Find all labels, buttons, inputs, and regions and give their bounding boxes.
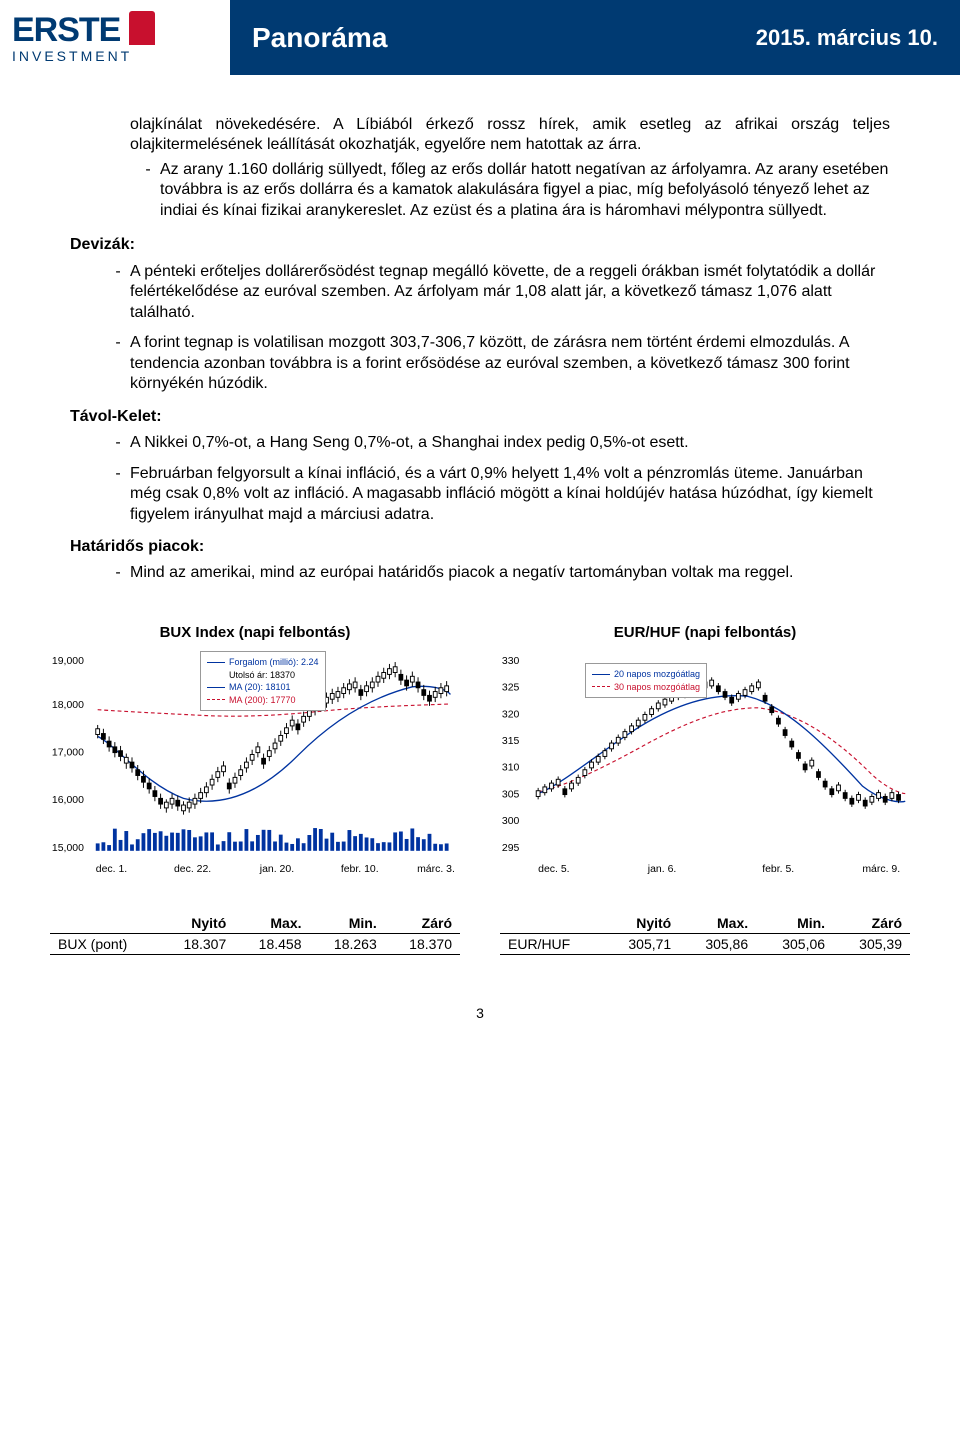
svg-text:15,000: 15,000 — [52, 843, 84, 854]
bullet-dash: - — [100, 563, 130, 583]
chart-left: BUX Index (napi felbontás) 19,000 18,000… — [50, 624, 460, 955]
bullet-item: -A pénteki erőteljes dollárerősödést teg… — [70, 262, 890, 323]
bullet-dash: - — [100, 333, 130, 394]
svg-text:márc. 3.: márc. 3. — [417, 864, 455, 875]
svg-text:17,000: 17,000 — [52, 747, 84, 758]
svg-text:300: 300 — [502, 816, 520, 827]
bullet-dash: - — [100, 464, 130, 525]
bullet-dash: - — [100, 433, 130, 453]
svg-text:márc. 9.: márc. 9. — [862, 864, 900, 875]
intro-para-1: Az arany 1.160 dollárig süllyedt, főleg … — [160, 160, 890, 221]
svg-text:310: 310 — [502, 763, 520, 774]
svg-text:febr. 10.: febr. 10. — [341, 864, 379, 875]
svg-text:jan. 6.: jan. 6. — [647, 864, 677, 875]
bullet-text: A forint tegnap is volatilisan mozgott 3… — [130, 333, 890, 394]
logo: ERSTE INVESTMENT — [0, 0, 230, 75]
bullet-item: -A Nikkei 0,7%-ot, a Hang Seng 0,7%-ot, … — [70, 433, 890, 453]
logo-s-icon — [129, 11, 155, 45]
bullet-item: -A forint tegnap is volatilisan mozgott … — [70, 333, 890, 394]
svg-text:320: 320 — [502, 709, 520, 720]
chart-right-legend: 20 napos mozgóátlag 30 napos mozgóátlag — [585, 663, 707, 698]
logo-subtext: INVESTMENT — [12, 48, 155, 64]
bullet-item: -Mind az amerikai, mind az európai határ… — [70, 563, 890, 583]
svg-text:330: 330 — [502, 656, 520, 667]
chart-left-legend: Forgalom (millió): 2.24 Utolsó ár: 18370… — [200, 651, 326, 711]
banner: Panoráma 2015. március 10. — [230, 0, 960, 75]
page: ERSTE INVESTMENT Panoráma 2015. március … — [0, 0, 960, 1061]
content: olajkínálat növekedésére. A Líbiából érk… — [0, 75, 960, 584]
svg-text:295: 295 — [502, 843, 520, 854]
svg-text:19,000: 19,000 — [52, 656, 84, 667]
svg-text:325: 325 — [502, 683, 520, 694]
chart-left-title: BUX Index (napi felbontás) — [50, 624, 460, 641]
svg-text:dec. 1.: dec. 1. — [96, 864, 127, 875]
bullet-dash: - — [130, 160, 160, 221]
chart-right-title: EUR/HUF (napi felbontás) — [500, 624, 910, 641]
svg-text:dec. 22.: dec. 22. — [174, 864, 211, 875]
svg-text:18,000: 18,000 — [52, 700, 84, 711]
bullet-text: Mind az amerikai, mind az európai határi… — [130, 563, 890, 583]
banner-title: Panoráma — [252, 22, 387, 54]
section-title: Határidős piacok: — [70, 537, 890, 557]
bullet-dash: - — [100, 262, 130, 323]
svg-text:jan. 20.: jan. 20. — [259, 864, 294, 875]
bullet-item: -Februárban felgyorsult a kínai infláció… — [70, 464, 890, 525]
chart-right: EUR/HUF (napi felbontás) 330 325 320 315… — [500, 624, 910, 955]
intro-block: olajkínálat növekedésére. A Líbiából érk… — [70, 115, 890, 221]
svg-text:305: 305 — [502, 789, 520, 800]
svg-text:315: 315 — [502, 736, 520, 747]
section-title: Távol-Kelet: — [70, 407, 890, 427]
svg-text:dec. 5.: dec. 5. — [538, 864, 569, 875]
intro-para-0: olajkínálat növekedésére. A Líbiából érk… — [130, 115, 890, 156]
svg-text:febr. 5.: febr. 5. — [762, 864, 794, 875]
header: ERSTE INVESTMENT Panoráma 2015. március … — [0, 0, 960, 75]
charts-row: BUX Index (napi felbontás) 19,000 18,000… — [0, 594, 960, 955]
logo-text: ERSTE — [12, 11, 120, 49]
chart-left-box: 19,000 18,000 17,000 16,000 15,000 dec. … — [50, 645, 460, 885]
bullet-text: A pénteki erőteljes dollárerősödést tegn… — [130, 262, 890, 323]
sections: Devizák:-A pénteki erőteljes dollárerősö… — [70, 235, 890, 584]
bullet-text: A Nikkei 0,7%-ot, a Hang Seng 0,7%-ot, a… — [130, 433, 890, 453]
banner-date: 2015. március 10. — [756, 25, 938, 51]
chart-left-table: Nyitó Max. Min. Záró BUX (pont) 18.307 1… — [50, 913, 460, 955]
section-title: Devizák: — [70, 235, 890, 255]
page-number: 3 — [0, 1005, 960, 1021]
chart-right-box: 330 325 320 315 310 305 300 295 dec. 5. … — [500, 645, 910, 885]
bullet-text: Februárban felgyorsult a kínai infláció,… — [130, 464, 890, 525]
chart-right-table: Nyitó Max. Min. Záró EUR/HUF 305,71 305,… — [500, 913, 910, 955]
svg-text:16,000: 16,000 — [52, 795, 84, 806]
